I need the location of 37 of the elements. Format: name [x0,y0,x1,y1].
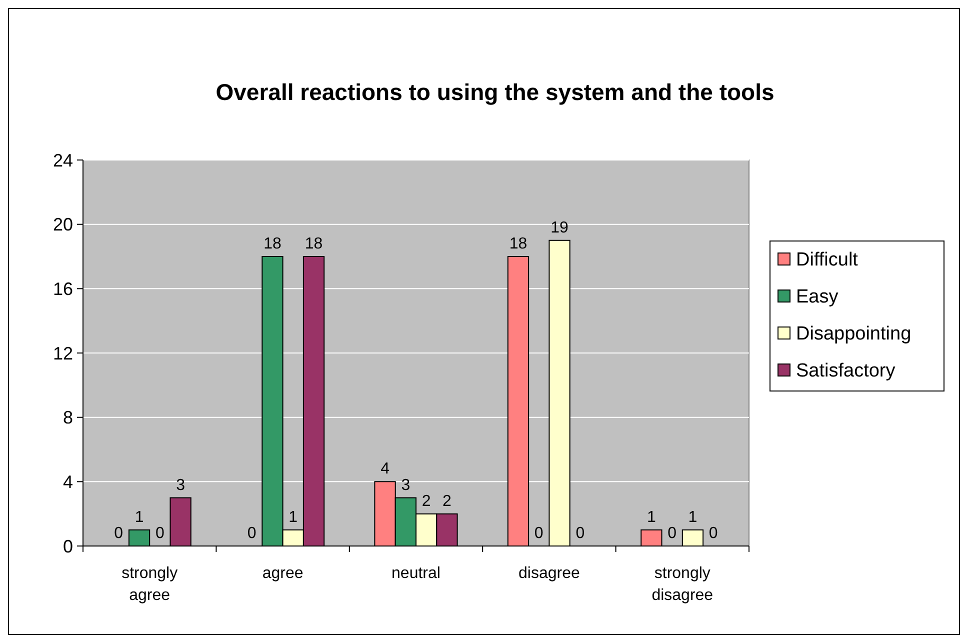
data-label: 0 [576,525,585,542]
data-label: 3 [401,476,410,494]
data-label: 4 [380,460,390,478]
data-label: 0 [114,525,124,542]
x-tick-label: disagree [518,565,580,582]
data-label: 2 [442,492,452,510]
x-tick-label: strongly disagree [652,565,714,604]
data-label: 18 [264,236,282,252]
x-tick-label: strongly agree [122,565,178,604]
data-label: 18 [304,236,323,252]
x-tick-label: neutral [392,565,440,582]
y-tick-label: 20 [52,214,73,235]
data-label: 2 [422,492,431,510]
x-tick-label: agree [262,565,304,582]
data-label: 18 [509,236,528,252]
data-label: 1 [134,508,144,526]
y-tick-label: 12 [52,343,73,364]
y-tick-label: 8 [62,408,73,428]
data-label: 0 [668,525,677,542]
data-label: 1 [646,508,656,526]
y-tick-label: 4 [62,472,73,492]
y-tick-label: 0 [62,536,73,556]
legend-label: Satisfactory [796,360,896,382]
data-label: 0 [708,525,718,542]
legend-label: Difficult [796,250,859,271]
y-tick-label: 16 [52,278,73,299]
data-label: 1 [288,508,298,526]
data-label: 19 [550,219,569,236]
legend-label: Easy [796,286,839,308]
y-tick-label: 24 [52,150,73,170]
data-label: 3 [176,476,186,494]
data-label: 1 [688,508,698,526]
chart-title: Overall reactions to using the system and the tools [216,79,774,105]
data-label: 0 [155,525,164,542]
data-label: 0 [247,525,256,542]
data-label: 0 [534,525,544,542]
legend-label: Disappointing [796,324,912,345]
